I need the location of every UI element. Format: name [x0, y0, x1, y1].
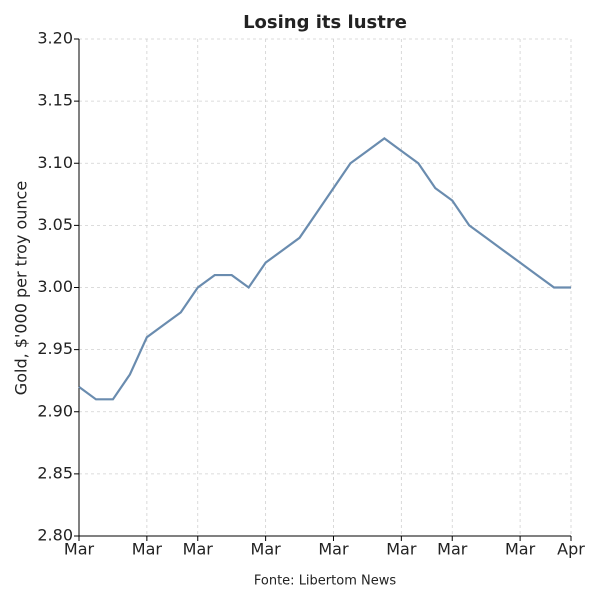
y-tick-label: 3.20: [37, 29, 73, 48]
x-tick-label: Mar: [251, 540, 282, 559]
y-tick-label: 3.15: [37, 91, 73, 110]
y-tick-label: 3.00: [37, 277, 73, 296]
x-tick-label: Mar: [437, 540, 468, 559]
y-tick-label: 2.90: [37, 401, 73, 420]
x-tick-label: Apr: [557, 540, 585, 559]
x-tick-label: Mar: [386, 540, 417, 559]
x-tick-label: Mar: [318, 540, 349, 559]
x-tick-label: Mar: [183, 540, 214, 559]
y-axis-label: Gold, $'000 per troy ounce: [12, 181, 31, 395]
y-tick-label: 3.10: [37, 153, 73, 172]
y-tick-label: 2.85: [37, 463, 73, 482]
chart-title: Losing its lustre: [243, 12, 407, 33]
y-tick-label: 3.05: [37, 215, 73, 234]
x-tick-label: Mar: [64, 540, 95, 559]
source-note: Fonte: Libertom News: [254, 574, 396, 589]
x-tick-label: Mar: [132, 540, 163, 559]
line-series: [78, 137, 571, 401]
y-tick-label: 2.95: [37, 339, 73, 358]
x-tick-label: Mar: [505, 540, 536, 559]
y-tick-label: 2.80: [37, 526, 73, 545]
